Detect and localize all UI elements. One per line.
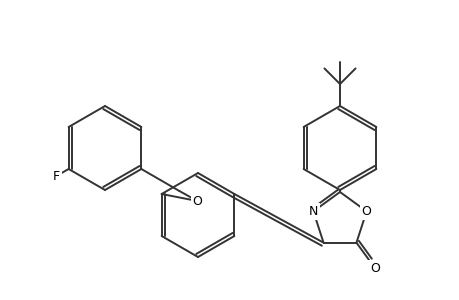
Text: F: F: [53, 169, 60, 182]
Text: N: N: [308, 205, 317, 218]
Text: O: O: [369, 262, 380, 275]
Text: O: O: [192, 194, 202, 208]
Text: O: O: [361, 205, 371, 218]
